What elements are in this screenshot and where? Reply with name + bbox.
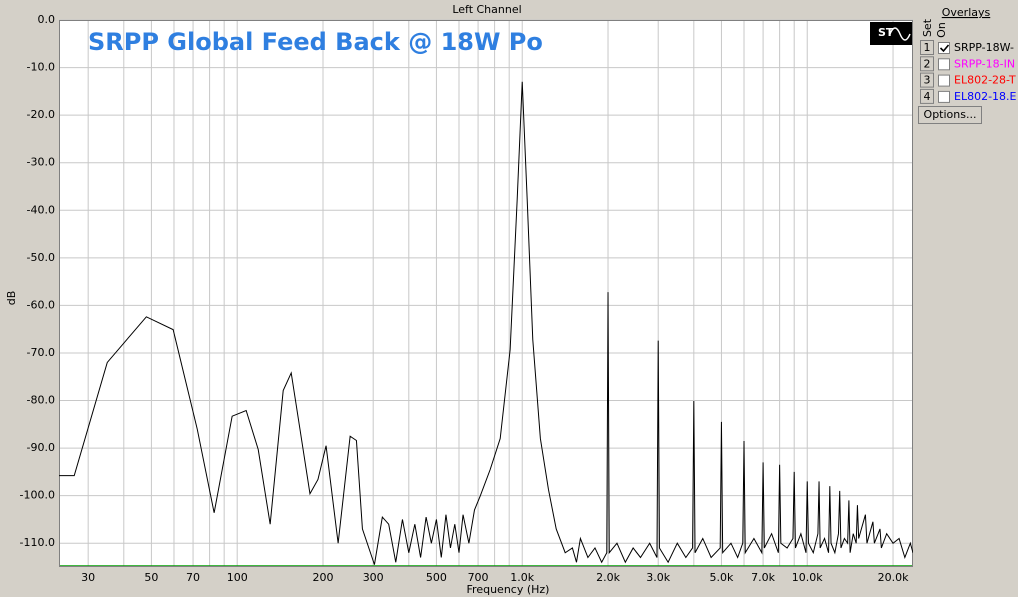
set-label: Set: [921, 18, 934, 37]
plot-border: [59, 20, 913, 567]
x-tick-label: 500: [426, 571, 447, 584]
x-tick-label: 1.0k: [510, 571, 534, 584]
x-tick-label: 10.0k: [792, 571, 823, 584]
y-tick-label: -10.0: [27, 61, 55, 74]
overlay-name[interactable]: SRPP-18-IN: [954, 57, 1015, 70]
set-number[interactable]: 3: [924, 74, 931, 87]
x-axis-label: Frequency (Hz): [467, 583, 550, 596]
options-button[interactable]: [918, 106, 982, 124]
checkbox[interactable]: [938, 90, 950, 103]
x-tick-label: 300: [363, 571, 384, 584]
svg-text:ST: ST: [878, 26, 894, 39]
set-number-box[interactable]: [920, 56, 934, 72]
chart-title: Left Channel: [452, 3, 521, 16]
y-tick-label: -100.0: [20, 489, 55, 502]
set-number-box[interactable]: [920, 72, 934, 88]
x-tick-label: 30: [81, 571, 95, 584]
x-tick-label: 2.0k: [596, 571, 620, 584]
overlay-name[interactable]: SRPP-18W-: [954, 41, 1014, 54]
y-tick-label: -110.0: [20, 536, 55, 549]
plot-area: [59, 20, 913, 567]
overlays-title: Overlays: [942, 6, 991, 19]
set-number[interactable]: 4: [924, 90, 931, 103]
y-tick-label: -80.0: [27, 394, 55, 407]
y-tick-label: -20.0: [27, 108, 55, 121]
set-number-box[interactable]: [920, 40, 934, 55]
logo: ST: [870, 22, 912, 45]
checkbox[interactable]: [938, 74, 950, 87]
x-tick-label: 100: [227, 571, 248, 584]
y-tick-label: -90.0: [27, 441, 55, 454]
on-label: On: [935, 22, 948, 38]
y-tick-label: -70.0: [27, 346, 55, 359]
checkmark[interactable]: [939, 44, 950, 53]
x-tick-label: 5.0k: [710, 571, 734, 584]
x-tick-label: 7.0k: [751, 571, 775, 584]
checkbox[interactable]: [938, 58, 950, 71]
overlay-name[interactable]: EL802-18.E: [954, 90, 1017, 103]
options-button-label[interactable]: Options...: [924, 108, 977, 121]
checkbox[interactable]: [938, 42, 950, 54]
set-number-box[interactable]: [920, 88, 934, 104]
x-tick-label: 50: [144, 571, 158, 584]
overlay-name[interactable]: EL802-28-T: [954, 74, 1016, 87]
x-tick-label: 3.0k: [646, 571, 670, 584]
x-tick-label: 20.0k: [878, 571, 909, 584]
y-tick-label: -60.0: [27, 298, 55, 311]
y-tick-label: -30.0: [27, 156, 55, 169]
y-axis-label: dB: [5, 291, 18, 306]
y-tick-label: -40.0: [27, 203, 55, 216]
spectrum-line: [59, 81, 913, 565]
set-number[interactable]: 1: [924, 41, 931, 54]
y-tick-label: -50.0: [27, 251, 55, 264]
x-tick-label: 70: [186, 571, 200, 584]
set-number[interactable]: 2: [924, 57, 931, 70]
x-tick-label: 200: [313, 571, 334, 584]
overlay-panel: Overlays Set On 1 SRPP-18W- 2 SRPP-18-IN 3 EL…: [918, 6, 1017, 124]
y-tick-label: 0.0: [38, 13, 56, 26]
annotation: SRPP Global Feed Back @ 18W Po: [88, 28, 543, 56]
x-tick-label: 700: [468, 571, 489, 584]
